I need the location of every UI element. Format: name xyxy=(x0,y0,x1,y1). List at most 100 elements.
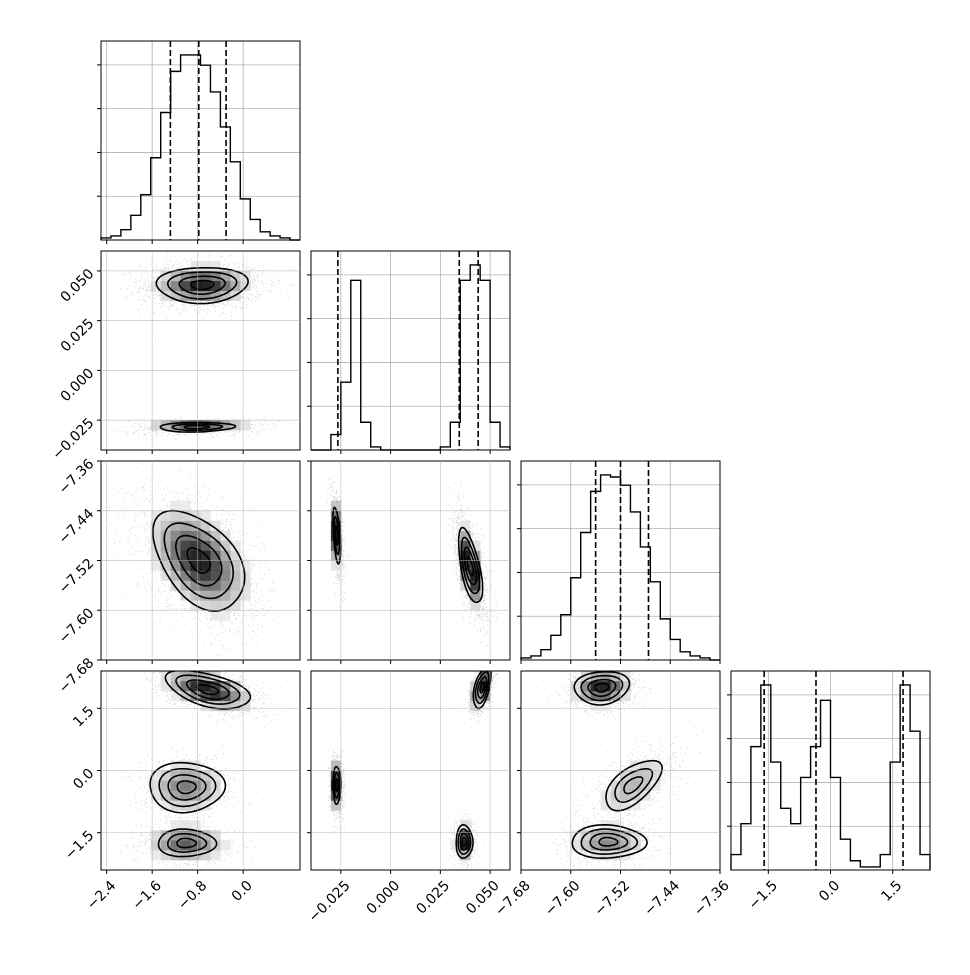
density-cell xyxy=(150,840,161,851)
x-tick-label: −1.5 xyxy=(746,878,781,913)
density-cell xyxy=(190,260,201,272)
density-cell xyxy=(470,580,481,591)
density-cell xyxy=(620,690,631,702)
density-cell xyxy=(180,790,191,801)
x-tick-label: −7.68 xyxy=(492,878,534,920)
density-cell xyxy=(170,290,181,302)
density-cell xyxy=(230,590,241,601)
density-cell xyxy=(630,800,641,811)
density-cell xyxy=(620,830,631,841)
density-cell xyxy=(220,540,231,551)
density-cell xyxy=(180,540,191,551)
density-cell xyxy=(210,790,221,801)
density-cell xyxy=(170,690,181,702)
density-cell xyxy=(230,560,241,571)
density-cell xyxy=(190,800,201,811)
histogram-2 xyxy=(517,460,721,661)
contour-line xyxy=(334,525,340,546)
density-cell xyxy=(180,820,191,831)
density-cell xyxy=(180,780,191,791)
density-cell xyxy=(460,520,471,531)
density-cell xyxy=(180,500,191,512)
contour-line xyxy=(594,682,610,693)
density-cell xyxy=(210,680,221,692)
density-cell xyxy=(150,850,161,861)
density-cell xyxy=(150,420,161,431)
density-cell xyxy=(230,540,241,551)
contour-line xyxy=(472,671,492,710)
density-cell xyxy=(170,850,181,861)
density-cell xyxy=(650,780,661,791)
density-cell xyxy=(190,680,201,692)
panel-grid-3-1 xyxy=(311,671,510,870)
density-cell xyxy=(180,830,191,841)
contour-line xyxy=(474,671,490,705)
density-cell xyxy=(180,590,191,601)
density-cell xyxy=(580,840,591,851)
y-tick-label: 0.000 xyxy=(58,365,98,405)
contour-line xyxy=(334,778,340,793)
density-cell xyxy=(210,290,221,302)
density-cell xyxy=(600,680,611,692)
panel-3-2 xyxy=(520,670,721,871)
contour-line xyxy=(463,546,478,586)
density-cell xyxy=(230,570,241,581)
density-cell xyxy=(620,800,631,811)
contour-line xyxy=(175,674,241,705)
density-cell xyxy=(650,760,661,771)
y-tick-label: −7.60 xyxy=(56,605,98,647)
density-cell xyxy=(460,830,471,841)
density-cell xyxy=(150,780,161,791)
contour-line xyxy=(333,515,341,556)
x-tick-label: −0.025 xyxy=(306,878,354,926)
density-cell xyxy=(610,671,621,682)
ticks-3-1 xyxy=(307,707,491,874)
contour-line xyxy=(178,275,227,296)
contour-line xyxy=(466,555,475,577)
density-cell xyxy=(160,290,171,302)
density-cell xyxy=(150,540,161,551)
contour-line xyxy=(457,828,472,855)
density-cell xyxy=(170,780,181,791)
density-cell xyxy=(610,800,621,811)
density-cell xyxy=(200,520,211,531)
density-cell xyxy=(170,671,181,682)
density-cell xyxy=(160,790,171,801)
density-cell xyxy=(170,280,181,292)
density-cell xyxy=(200,570,211,581)
ticks-3-2 xyxy=(517,707,721,874)
y-tick-label: −0.025 xyxy=(49,415,97,463)
density-cell xyxy=(160,550,171,561)
density-cell xyxy=(470,600,481,611)
density-cell xyxy=(160,770,171,781)
density-cell xyxy=(200,510,211,521)
density-cell xyxy=(200,560,211,571)
density-cell xyxy=(170,760,181,771)
x-tick-label: −2.4 xyxy=(84,878,119,913)
density-cell xyxy=(210,270,221,282)
density-cell xyxy=(330,800,342,811)
histogram-steps xyxy=(520,474,720,661)
density-cell xyxy=(210,280,221,292)
y-tick-label: −1.5 xyxy=(62,828,97,863)
panel-grid-2-1 xyxy=(311,461,510,660)
panel-3-1 xyxy=(310,670,511,871)
x-tick-label: −0.8 xyxy=(175,878,210,913)
density-cell xyxy=(220,560,231,571)
density-cell xyxy=(180,570,191,581)
density-cell xyxy=(160,270,171,282)
x-tick-label: 0.0 xyxy=(229,878,256,905)
contour-line xyxy=(460,536,481,595)
panel-grid-1-0 xyxy=(101,251,300,450)
density-cell xyxy=(200,290,211,302)
density-cell xyxy=(170,790,181,801)
density-cell xyxy=(160,510,171,521)
density-cell xyxy=(160,830,171,841)
density-cell xyxy=(460,540,471,551)
y-tick-label: −7.52 xyxy=(56,556,98,598)
density-cell xyxy=(160,780,171,791)
density-cell xyxy=(220,680,231,692)
density-cell xyxy=(220,690,231,702)
contour-line xyxy=(476,676,488,699)
density-cell xyxy=(210,770,221,781)
